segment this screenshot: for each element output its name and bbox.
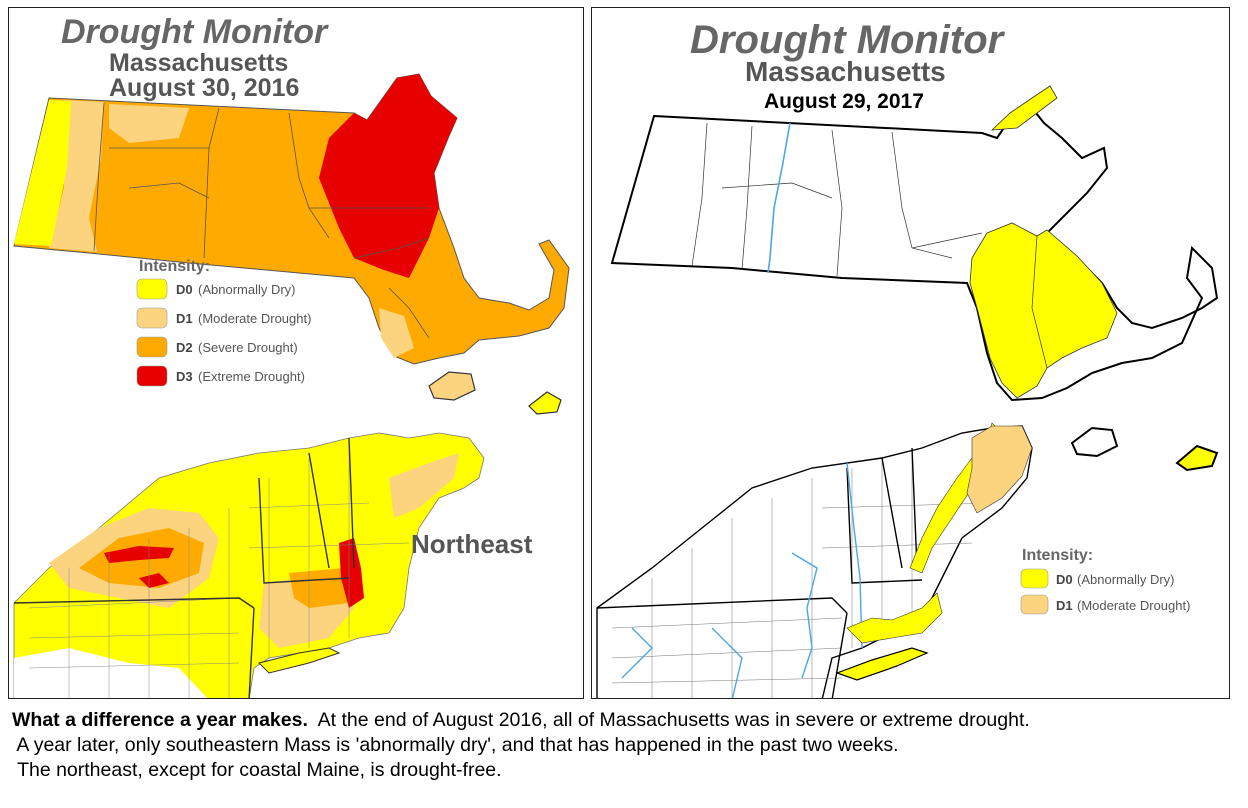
legend-desc-d0: (Abnormally Dry) bbox=[1077, 572, 1175, 587]
map-panel-2016: Drought Monitor Massachusetts August 30,… bbox=[8, 7, 584, 699]
legend-desc-d1: (Moderate Drought) bbox=[198, 311, 311, 326]
legend-code-d2: D2 bbox=[176, 340, 193, 355]
northeast-state-borders bbox=[596, 447, 923, 698]
legend-desc-d3: (Extreme Drought) bbox=[198, 369, 305, 384]
northeast-abnormally-dry-area bbox=[13, 432, 485, 698]
caption-line-1-rest: At the end of August 2016, all of Massac… bbox=[307, 709, 1030, 731]
ma-moderate-drought-southcoast bbox=[379, 308, 414, 358]
ma-moderate-drought-north bbox=[109, 104, 189, 143]
legend-swatch-d3 bbox=[136, 365, 168, 387]
caption-lead: What a difference a year makes. bbox=[12, 709, 308, 731]
map-subtitle: Massachusetts bbox=[109, 49, 288, 77]
legend-code-d3: D3 bbox=[176, 369, 193, 384]
marthas-vineyard-island bbox=[428, 371, 476, 401]
legend-swatch-d1 bbox=[1020, 594, 1049, 615]
northeast-rivers bbox=[621, 462, 863, 698]
drought-map-2017: Drought Monitor Massachusetts August 29,… bbox=[596, 18, 1219, 698]
caption-line-1: What a difference a year makes. At the e… bbox=[12, 708, 1242, 733]
ma-county-lines bbox=[93, 102, 430, 339]
nantucket-island bbox=[1175, 444, 1219, 472]
map-title: Drought Monitor bbox=[61, 13, 329, 51]
northeast-severe-drought-ma bbox=[289, 568, 349, 608]
legend-code-d0: D0 bbox=[1056, 572, 1073, 587]
northeast-moderate-drought-maine bbox=[389, 453, 459, 518]
northeast-state-borders bbox=[13, 437, 355, 698]
northeast-county-grid bbox=[611, 448, 993, 698]
northeast-extreme-drought-ny bbox=[104, 546, 174, 588]
northeast-outline bbox=[596, 425, 1033, 698]
nantucket-island bbox=[528, 391, 562, 415]
legend-title: Intensity: bbox=[1022, 547, 1093, 564]
caption: What a difference a year makes. At the e… bbox=[12, 708, 1242, 783]
ma-abnormally-dry-southeast bbox=[969, 222, 1118, 399]
northeast-abnormally-dry-ct-coast bbox=[846, 592, 943, 644]
legend-swatch-d1 bbox=[136, 307, 168, 329]
map-date: August 29, 2017 bbox=[764, 90, 924, 113]
northeast-moderate-drought-maine bbox=[966, 425, 1033, 514]
drought-map-2016: Drought Monitor Massachusetts August 30,… bbox=[13, 13, 570, 698]
ma-county-lines bbox=[691, 122, 1048, 369]
legend-swatch-d0 bbox=[136, 278, 168, 300]
long-island bbox=[835, 647, 929, 681]
northeast-county-grid bbox=[28, 438, 410, 698]
caption-line-2: A year later, only southeastern Mass is … bbox=[12, 734, 899, 756]
legend: Intensity: D0 (Abnormally Dry) D1 (Moder… bbox=[136, 258, 311, 387]
ma-abnormally-dry-northeast bbox=[990, 85, 1058, 131]
long-island bbox=[258, 647, 341, 674]
legend-swatch-d2 bbox=[136, 336, 168, 358]
legend-code-d1: D1 bbox=[1056, 598, 1073, 613]
legend-code-d0: D0 bbox=[176, 282, 193, 297]
legend-swatch-d0 bbox=[1020, 568, 1049, 589]
northeast-no-drought-pa bbox=[14, 648, 208, 698]
map-date: August 30, 2016 bbox=[109, 74, 299, 102]
northeast-extreme-drought-ma bbox=[339, 538, 364, 608]
legend-desc-d2: (Severe Drought) bbox=[198, 340, 298, 355]
legend-desc-d1: (Moderate Drought) bbox=[1077, 598, 1190, 613]
ma-moderate-drought-west bbox=[49, 100, 104, 252]
legend-desc-d0: (Abnormally Dry) bbox=[198, 282, 296, 297]
legend-title: Intensity: bbox=[139, 258, 210, 275]
ma-outline bbox=[610, 106, 1219, 402]
region-label: Northeast bbox=[411, 529, 533, 559]
connecticut-river bbox=[767, 122, 791, 274]
caption-line-3: The northeast, except for coastal Maine,… bbox=[12, 759, 502, 781]
legend-code-d1: D1 bbox=[176, 311, 193, 326]
legend: Intensity: D0 (Abnormally Dry) D1 (Moder… bbox=[1020, 547, 1190, 615]
map-title: Drought Monitor bbox=[690, 18, 1006, 62]
ma-abnormally-dry-west bbox=[14, 100, 71, 246]
map-subtitle: Massachusetts bbox=[745, 56, 946, 87]
map-panel-2017: Drought Monitor Massachusetts August 29,… bbox=[591, 7, 1230, 699]
marthas-vineyard-island bbox=[1070, 426, 1119, 458]
ma-extreme-drought-east bbox=[319, 74, 457, 278]
